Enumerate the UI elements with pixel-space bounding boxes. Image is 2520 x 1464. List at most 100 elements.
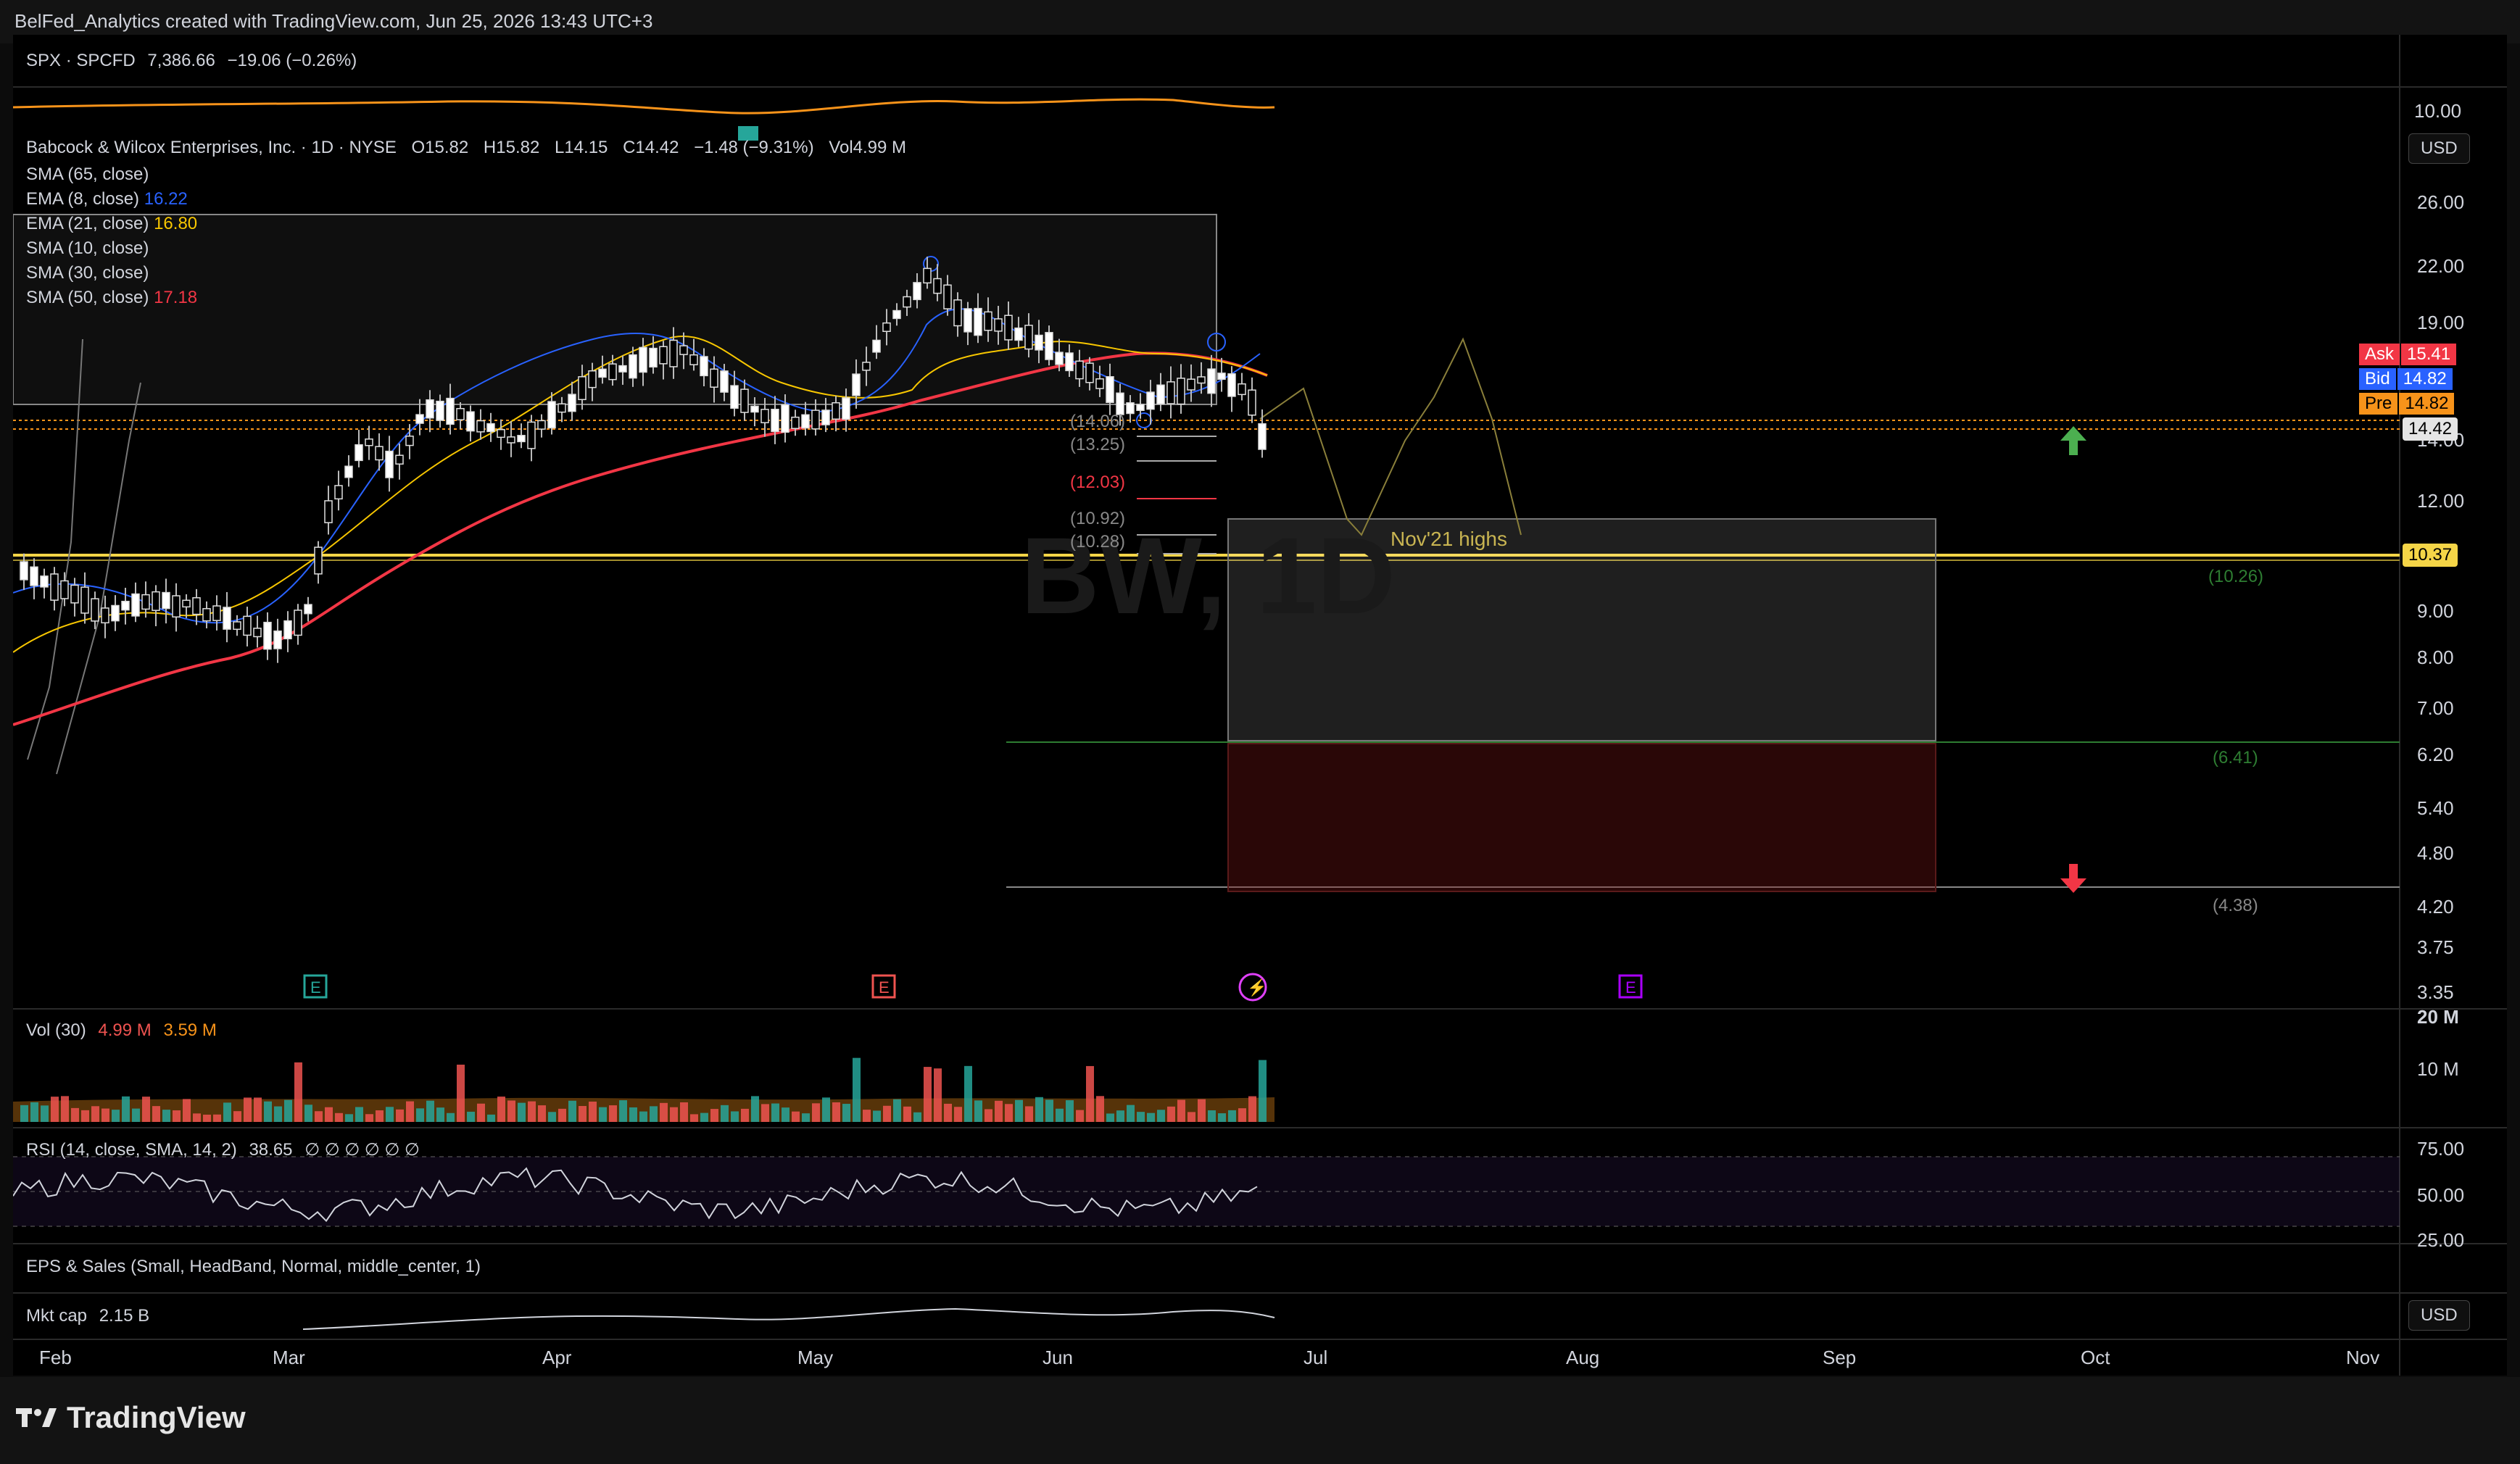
candle <box>355 444 363 462</box>
rsi-extras: ∅ ∅ ∅ ∅ ∅ ∅ <box>304 1140 420 1160</box>
candle <box>20 561 28 581</box>
candle <box>974 307 982 336</box>
volume-bar <box>325 1107 333 1122</box>
candle <box>649 347 658 368</box>
volume-bar <box>1015 1099 1023 1122</box>
volume-bar <box>802 1113 810 1122</box>
candle <box>1146 391 1155 410</box>
volume-bar <box>1218 1113 1226 1122</box>
last-price-tag: 14.42 <box>2403 417 2458 441</box>
symbol-legend[interactable]: Babcock & Wilcox Enterprises, Inc. · 1D … <box>26 138 906 158</box>
volume-bar <box>792 1111 800 1122</box>
candle <box>1136 404 1145 412</box>
tradingview-logo-icon <box>16 1408 57 1427</box>
indicator-ema21[interactable]: EMA (21, close) 16.80 <box>26 212 197 236</box>
candle <box>598 368 607 378</box>
time-tick: Jul <box>1303 1347 1328 1368</box>
rsi-legend[interactable]: RSI (14, close, SMA, 14, 2) 38.65 ∅ ∅ ∅ … <box>26 1139 420 1160</box>
volume-bar <box>974 1100 982 1122</box>
volume-bar <box>964 1065 972 1122</box>
volume-bar <box>365 1114 373 1122</box>
volume-bar <box>832 1102 840 1122</box>
candle <box>273 630 282 649</box>
volume-legend[interactable]: Vol (30) 4.99 M 3.59 M <box>26 1020 217 1041</box>
volume-bar <box>223 1102 231 1122</box>
candle <box>760 409 769 423</box>
candle <box>629 354 637 379</box>
volume-bar <box>203 1114 211 1122</box>
candle <box>1004 315 1013 341</box>
candle <box>1106 376 1114 403</box>
volume-bar <box>386 1107 394 1122</box>
candle <box>537 420 546 430</box>
candle <box>40 575 49 588</box>
currency-button-bottom[interactable]: USD <box>2408 1300 2470 1331</box>
candle <box>436 400 444 421</box>
indicator-value: 16.80 <box>154 214 198 233</box>
level-label: (12.03) <box>1070 473 1126 492</box>
volume-bar <box>1238 1108 1246 1122</box>
up-arrow-icon <box>2060 426 2086 455</box>
candle <box>618 365 627 373</box>
volume-bar <box>609 1105 617 1122</box>
candle <box>344 465 353 478</box>
candle <box>842 397 850 420</box>
volume-bar <box>71 1107 79 1122</box>
nov21-annotation[interactable]: Nov'21 highs <box>1390 528 1507 550</box>
volume-bar <box>30 1102 38 1122</box>
mktcap-line <box>302 1307 1275 1330</box>
indicator-label: SMA (10, close) <box>26 238 149 258</box>
change-value: −1.48 (−9.31%) <box>694 138 814 157</box>
candle <box>821 409 830 425</box>
volume-bar <box>345 1114 353 1122</box>
volume-bar <box>579 1106 587 1122</box>
candle <box>101 607 109 624</box>
time-tick: Apr <box>542 1347 572 1368</box>
volume-bar <box>670 1107 678 1122</box>
candle <box>659 346 668 365</box>
volume-bar <box>599 1107 607 1122</box>
tradingview-brand: TradingView <box>67 1400 246 1434</box>
currency-button[interactable]: USD <box>2408 133 2470 164</box>
indicator-label: SMA (30, close) <box>26 263 149 283</box>
tradingview-logo[interactable]: TradingView <box>16 1400 246 1435</box>
volume-bar <box>924 1067 932 1122</box>
candle <box>862 362 871 371</box>
indicator-legend[interactable]: SMA (65, close) EMA (8, close) 16.22 EMA… <box>26 162 197 310</box>
volume-bar <box>893 1099 901 1122</box>
volume-bar <box>589 1101 597 1122</box>
candle <box>963 308 972 333</box>
symbol-watermark: BW, 1D <box>1021 515 1396 636</box>
indicator-sma65[interactable]: SMA (65, close) <box>26 162 197 187</box>
mktcap-legend[interactable]: Mkt cap 2.15 B <box>26 1306 149 1326</box>
volume-bar <box>396 1109 404 1122</box>
chart-canvas[interactable]: E E ⚡ E <box>13 35 2507 1376</box>
volume-bar <box>497 1097 505 1122</box>
level-label-right: (10.26) <box>2208 567 2264 586</box>
candle <box>182 599 191 608</box>
candle <box>172 595 181 617</box>
earnings-icon: E <box>303 974 328 999</box>
eps-legend[interactable]: EPS & Sales (Small, HeadBand, Normal, mi… <box>26 1257 481 1276</box>
spx-legend[interactable]: SPX · SPCFD 7,386.66 −19.06 (−0.26%) <box>26 51 357 71</box>
volume-bar <box>264 1101 272 1122</box>
indicator-ema8[interactable]: EMA (8, close) 16.22 <box>26 187 197 212</box>
candle <box>679 345 688 355</box>
chart-area[interactable]: E E ⚡ E BW, 1D <box>13 35 2507 1376</box>
time-tick: Jun <box>1043 1347 1073 1368</box>
candle <box>415 414 424 424</box>
indicator-sma30[interactable]: SMA (30, close) <box>26 261 197 286</box>
volume-bar <box>853 1057 861 1122</box>
volume-bar <box>406 1101 414 1122</box>
low-label: L <box>554 138 565 157</box>
indicator-sma10[interactable]: SMA (10, close) <box>26 236 197 261</box>
volume-bar <box>101 1108 109 1122</box>
volume-bar <box>1147 1112 1155 1122</box>
volume-bar <box>61 1096 69 1122</box>
candle <box>426 399 434 419</box>
indicator-sma50[interactable]: SMA (50, close) 17.18 <box>26 286 197 310</box>
volume-bar <box>1198 1099 1206 1122</box>
candle <box>1177 378 1185 405</box>
volume-bar <box>213 1114 221 1122</box>
candle <box>233 621 241 631</box>
